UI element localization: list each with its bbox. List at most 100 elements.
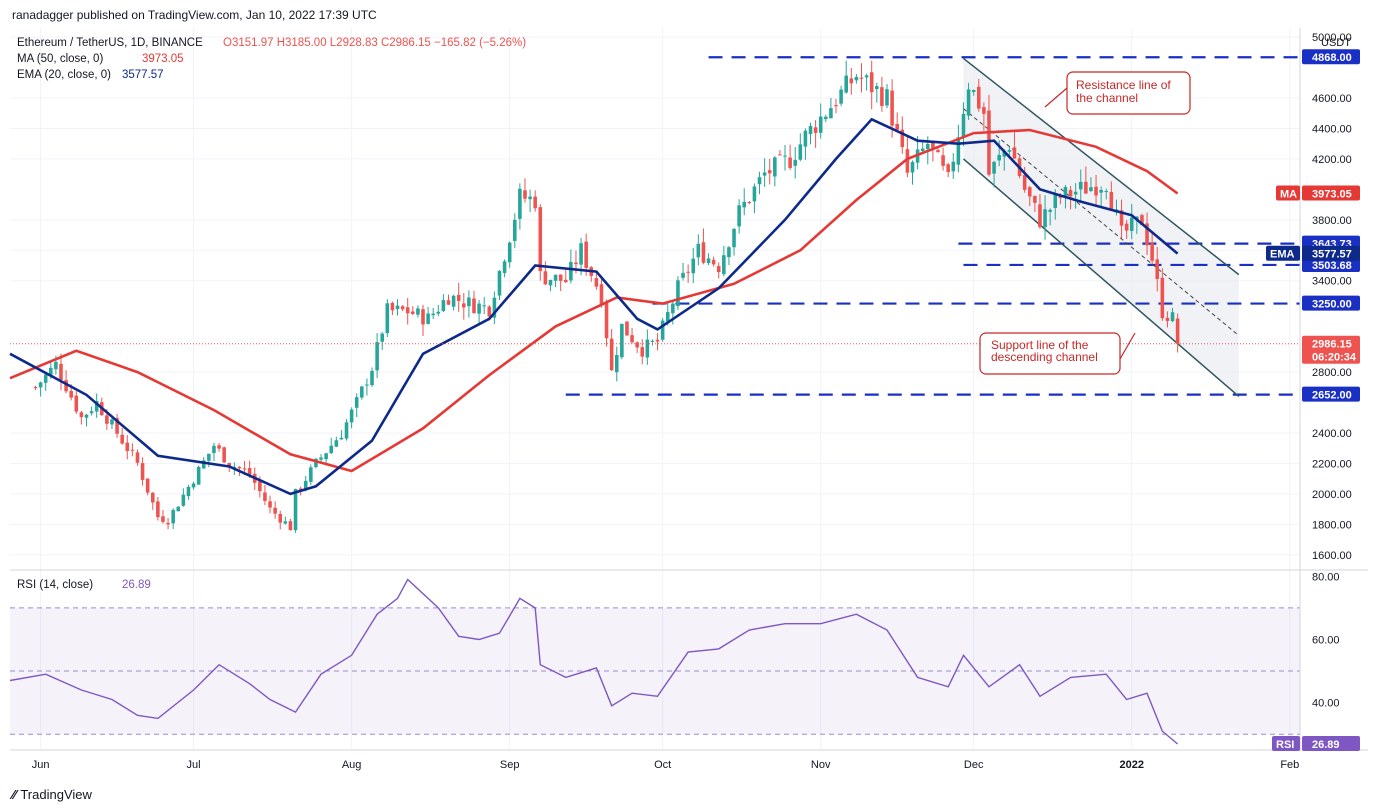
candle-body [487,306,492,317]
candle-body [701,242,706,263]
level-tag-label: 3503.68 [1312,260,1352,272]
candle-body [324,453,328,460]
candle-body [191,483,196,488]
channel-resistance-line [963,57,1240,276]
candle-body [319,457,323,460]
candle-body [1007,150,1012,152]
ema-name-bg [1266,245,1300,261]
candle-body [1053,194,1058,208]
ema-tag-label: 3577.57 [1312,249,1352,261]
candle-body [110,419,114,425]
candle-body [941,155,945,166]
candle-body [829,108,833,119]
candle-body [869,72,874,93]
candle-body [1165,317,1170,321]
candle-body [895,124,899,130]
candle-body [84,414,89,418]
candle-body [329,445,334,454]
candle-body [288,521,293,531]
candle-body [232,466,237,468]
ema20-line [9,117,1179,496]
candle-body [247,468,252,475]
candle-body [94,401,99,412]
candle-body [691,258,696,274]
candle-body [813,127,818,133]
rsi-tick-label: 60.00 [1312,634,1340,646]
y-tick-label: 4400.00 [1312,123,1352,135]
candle-body [523,190,527,199]
candle-body [839,89,843,104]
candle-body [553,274,558,281]
candle-body [645,339,650,358]
x-tick-label: Feb [1280,759,1299,771]
candle-body [426,313,430,324]
candle-body [140,463,145,480]
candle-body [1048,209,1052,212]
candle-body [181,494,186,506]
candle-body [472,298,476,314]
ema-name-label: EMA [1270,249,1295,261]
level-tag-bg [1302,295,1360,311]
candle-body [987,110,991,175]
rsi-name-bg [1272,736,1300,752]
candle-body [150,492,155,503]
candle-body [558,274,563,281]
candle-body [492,297,497,318]
candle-body [538,207,543,272]
candle-body [727,247,731,258]
candle-body [1002,150,1007,157]
candle-body [186,486,191,497]
candle-body [737,205,741,227]
rsi-guides [10,607,1300,735]
candle-body [635,342,639,348]
candle-body [574,262,578,265]
candle-body [1124,223,1129,231]
channel-support-line [962,158,1240,398]
candle-body [273,507,277,514]
candle-body [711,259,716,265]
candle-body [681,272,685,278]
y-tick-label: 1600.00 [1312,550,1352,562]
candle-body [451,295,456,307]
candle-body [43,374,48,383]
support-annotation-line1: Support line of the [991,338,1089,352]
candle-body [686,271,690,273]
close-tag-label: 2986.15 [1312,339,1352,351]
candle-body [650,340,655,342]
candle-body [1068,189,1073,197]
candle-body [171,509,175,524]
candle-body [74,395,79,412]
candle-body [196,466,201,485]
levels [565,56,1300,396]
candle-body [349,409,354,423]
candle-body [824,116,828,120]
ma-legend: MA (50, close, 0) [17,53,103,65]
candle-body [966,89,971,116]
candle-body [227,463,232,468]
candle-body [905,149,910,173]
candle-body [630,335,634,343]
candle-body [293,488,298,531]
candle-body [752,186,757,202]
candle-body [1160,277,1165,319]
candle-body [1058,196,1063,198]
candle-body [569,261,573,281]
candle-body [512,219,517,241]
candle-body [283,521,288,524]
candle-body [936,150,940,153]
footer-brand: TradingView [20,787,92,802]
y-tick-label: 1800.00 [1312,519,1352,531]
rsi-name-label: RSI [1276,739,1294,751]
candle-body [176,506,181,512]
candle-body [844,75,848,93]
candle-body [105,415,109,424]
x-tick-label: Oct [654,759,671,771]
level-tag-bg [1302,49,1360,65]
candle-body [33,387,38,389]
candle-body [716,266,721,273]
channel-fill [963,58,1239,397]
candle-body [156,501,160,518]
candle-body [900,129,905,148]
candle-body [599,284,604,305]
